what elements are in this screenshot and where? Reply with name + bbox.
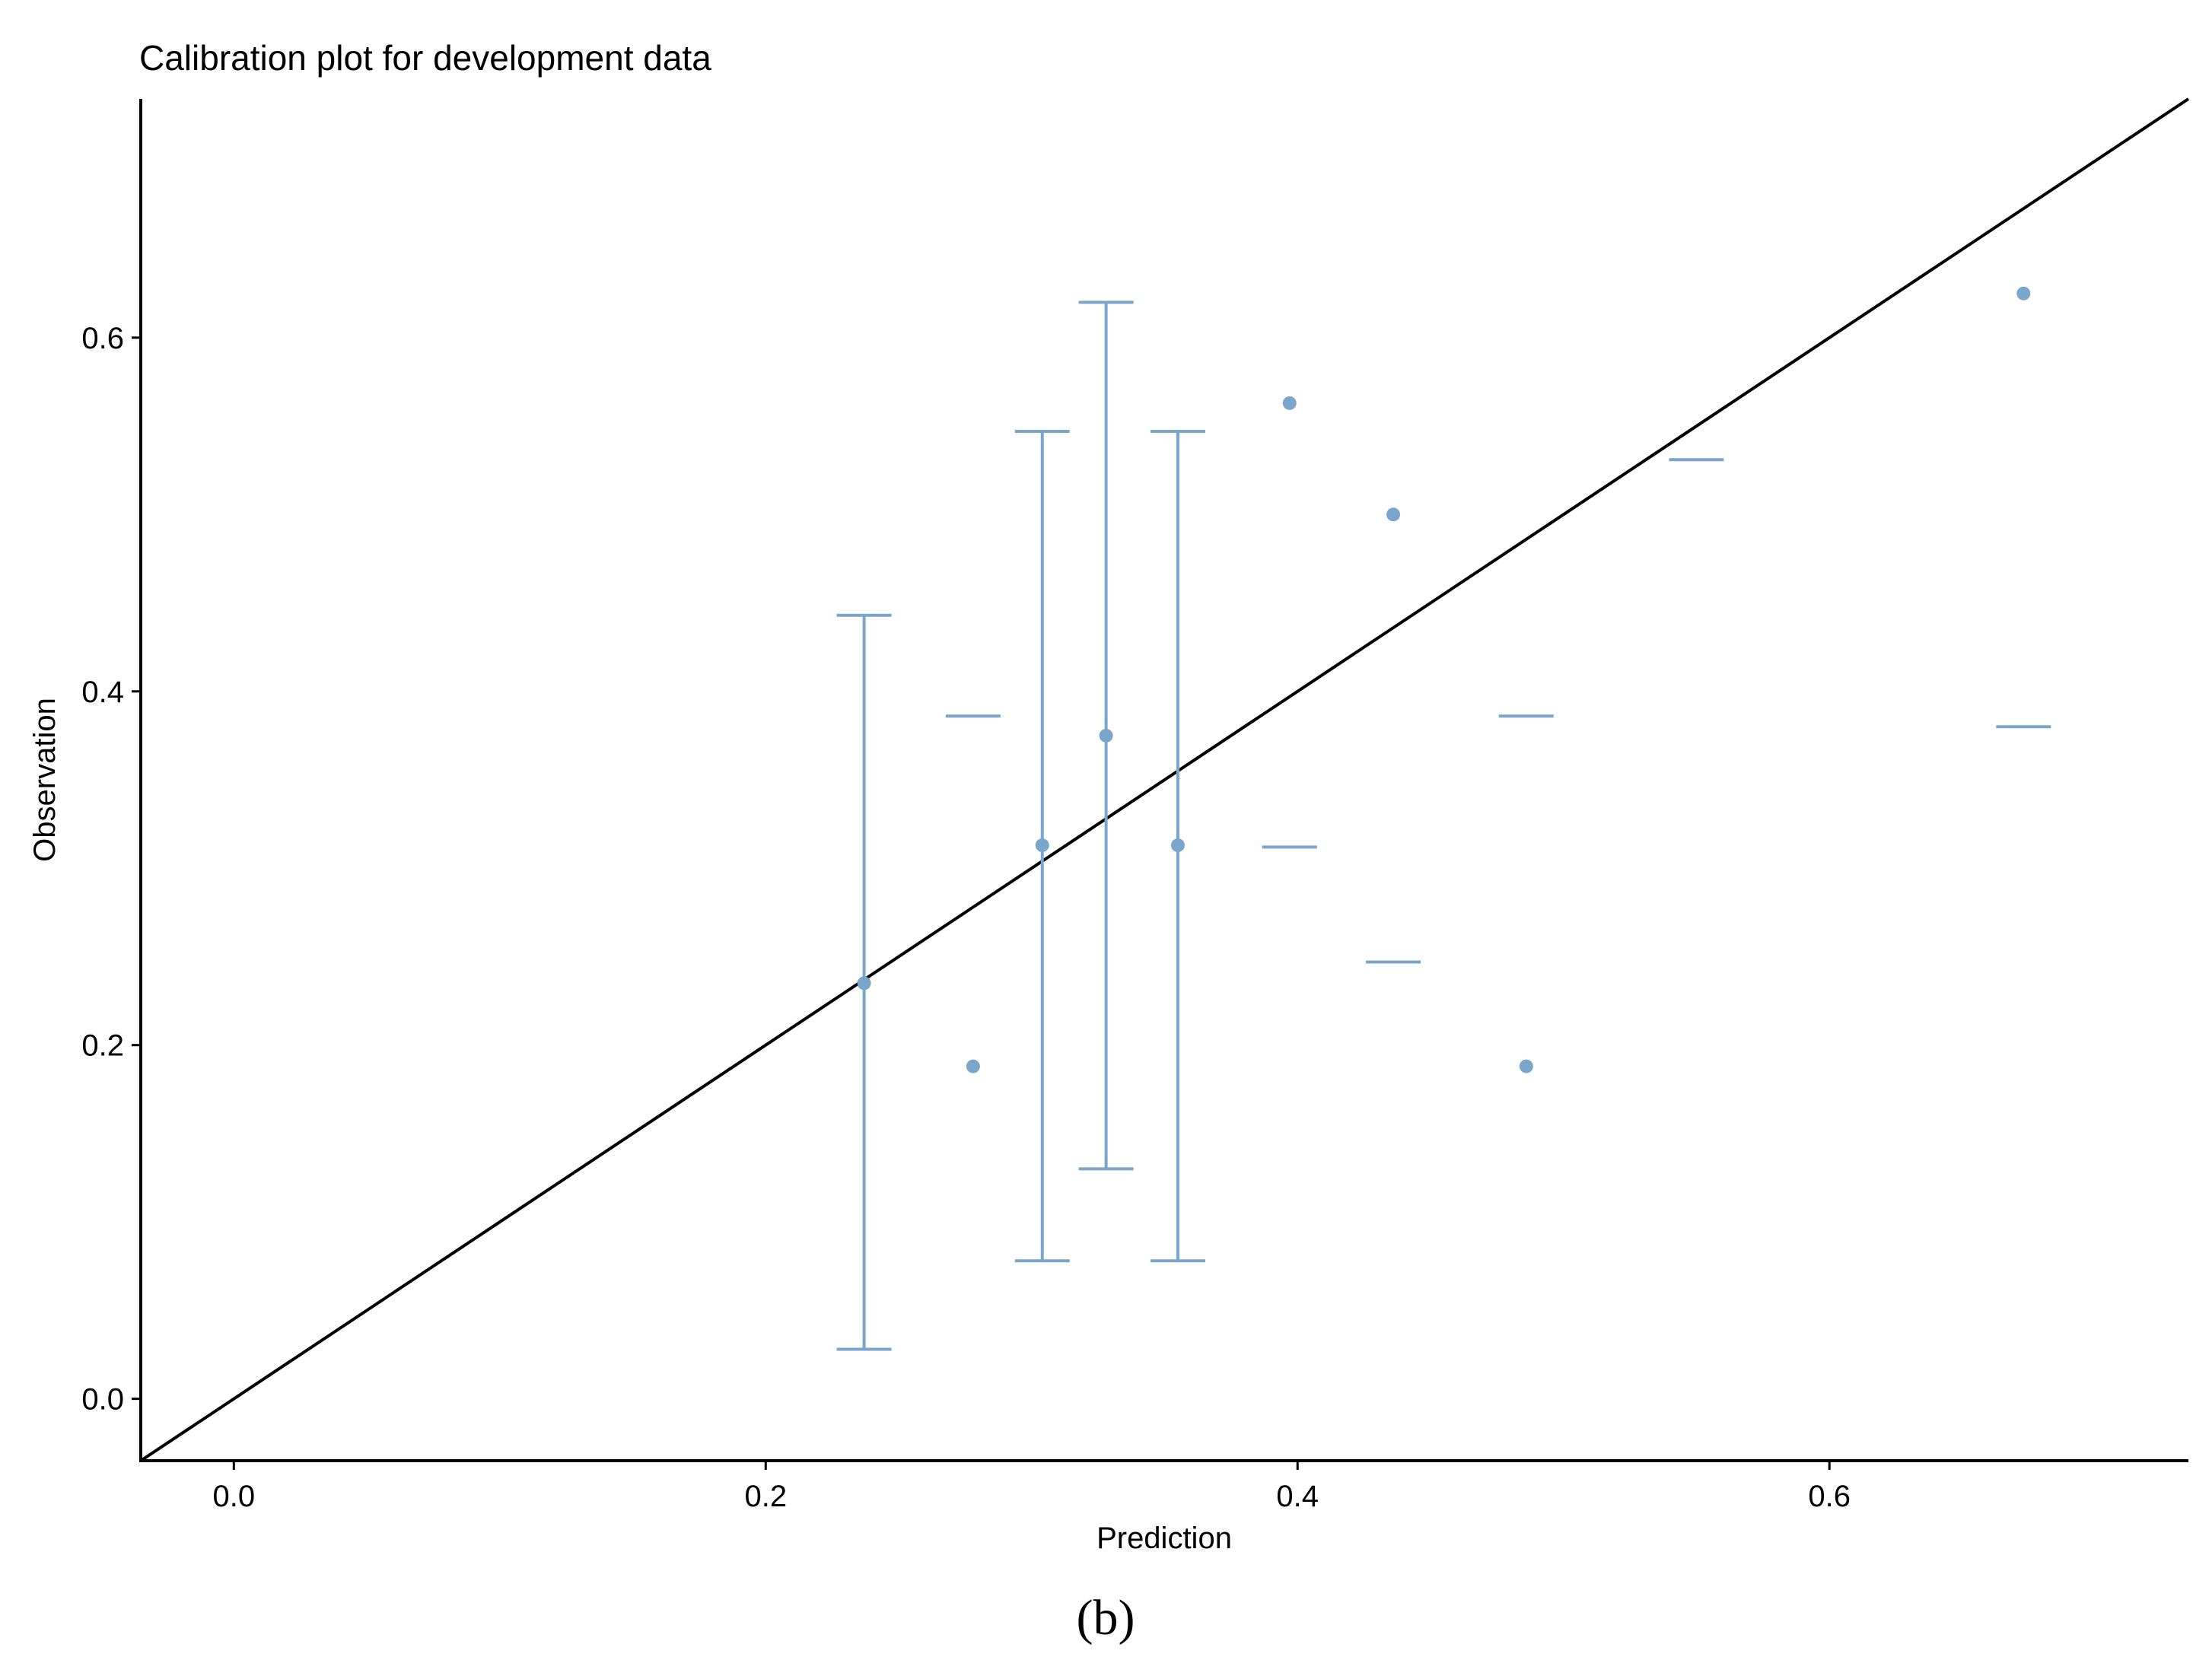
data-point-4 — [1170, 838, 1185, 853]
data-marks — [139, 97, 2190, 1462]
y-tick-label-1: 0.2 — [81, 1029, 124, 1063]
y-tick-label-3: 0.6 — [81, 322, 124, 355]
panel-label: (b) — [1077, 1590, 1135, 1646]
data-point-5 — [1282, 396, 1297, 410]
reference-line — [139, 97, 2190, 1462]
x-axis-label: Prediction — [1096, 1522, 1232, 1555]
data-point-6 — [1386, 507, 1401, 522]
y-tick-label-0: 0.0 — [81, 1383, 124, 1417]
y-tick-label-2: 0.4 — [81, 676, 124, 709]
y-axis-label: Observation — [28, 698, 62, 862]
x-tick-label-0: 0.0 — [213, 1480, 256, 1513]
x-tick-label-2: 0.4 — [1276, 1480, 1319, 1513]
data-point-9 — [2016, 286, 2031, 301]
data-point-3 — [1099, 728, 1113, 743]
data-point-0 — [857, 976, 871, 991]
y-axis-ticks: 0.0 0.2 0.4 0.6 — [81, 322, 141, 1417]
data-point-7 — [1519, 1059, 1533, 1073]
x-axis-ticks: 0.0 0.2 0.4 0.6 — [213, 1461, 1851, 1513]
x-tick-label-1: 0.2 — [744, 1480, 787, 1513]
x-tick-label-3: 0.6 — [1808, 1480, 1851, 1513]
chart-title: Calibration plot for development data — [139, 38, 711, 78]
data-point-2 — [1035, 838, 1049, 853]
data-point-1 — [966, 1059, 980, 1073]
